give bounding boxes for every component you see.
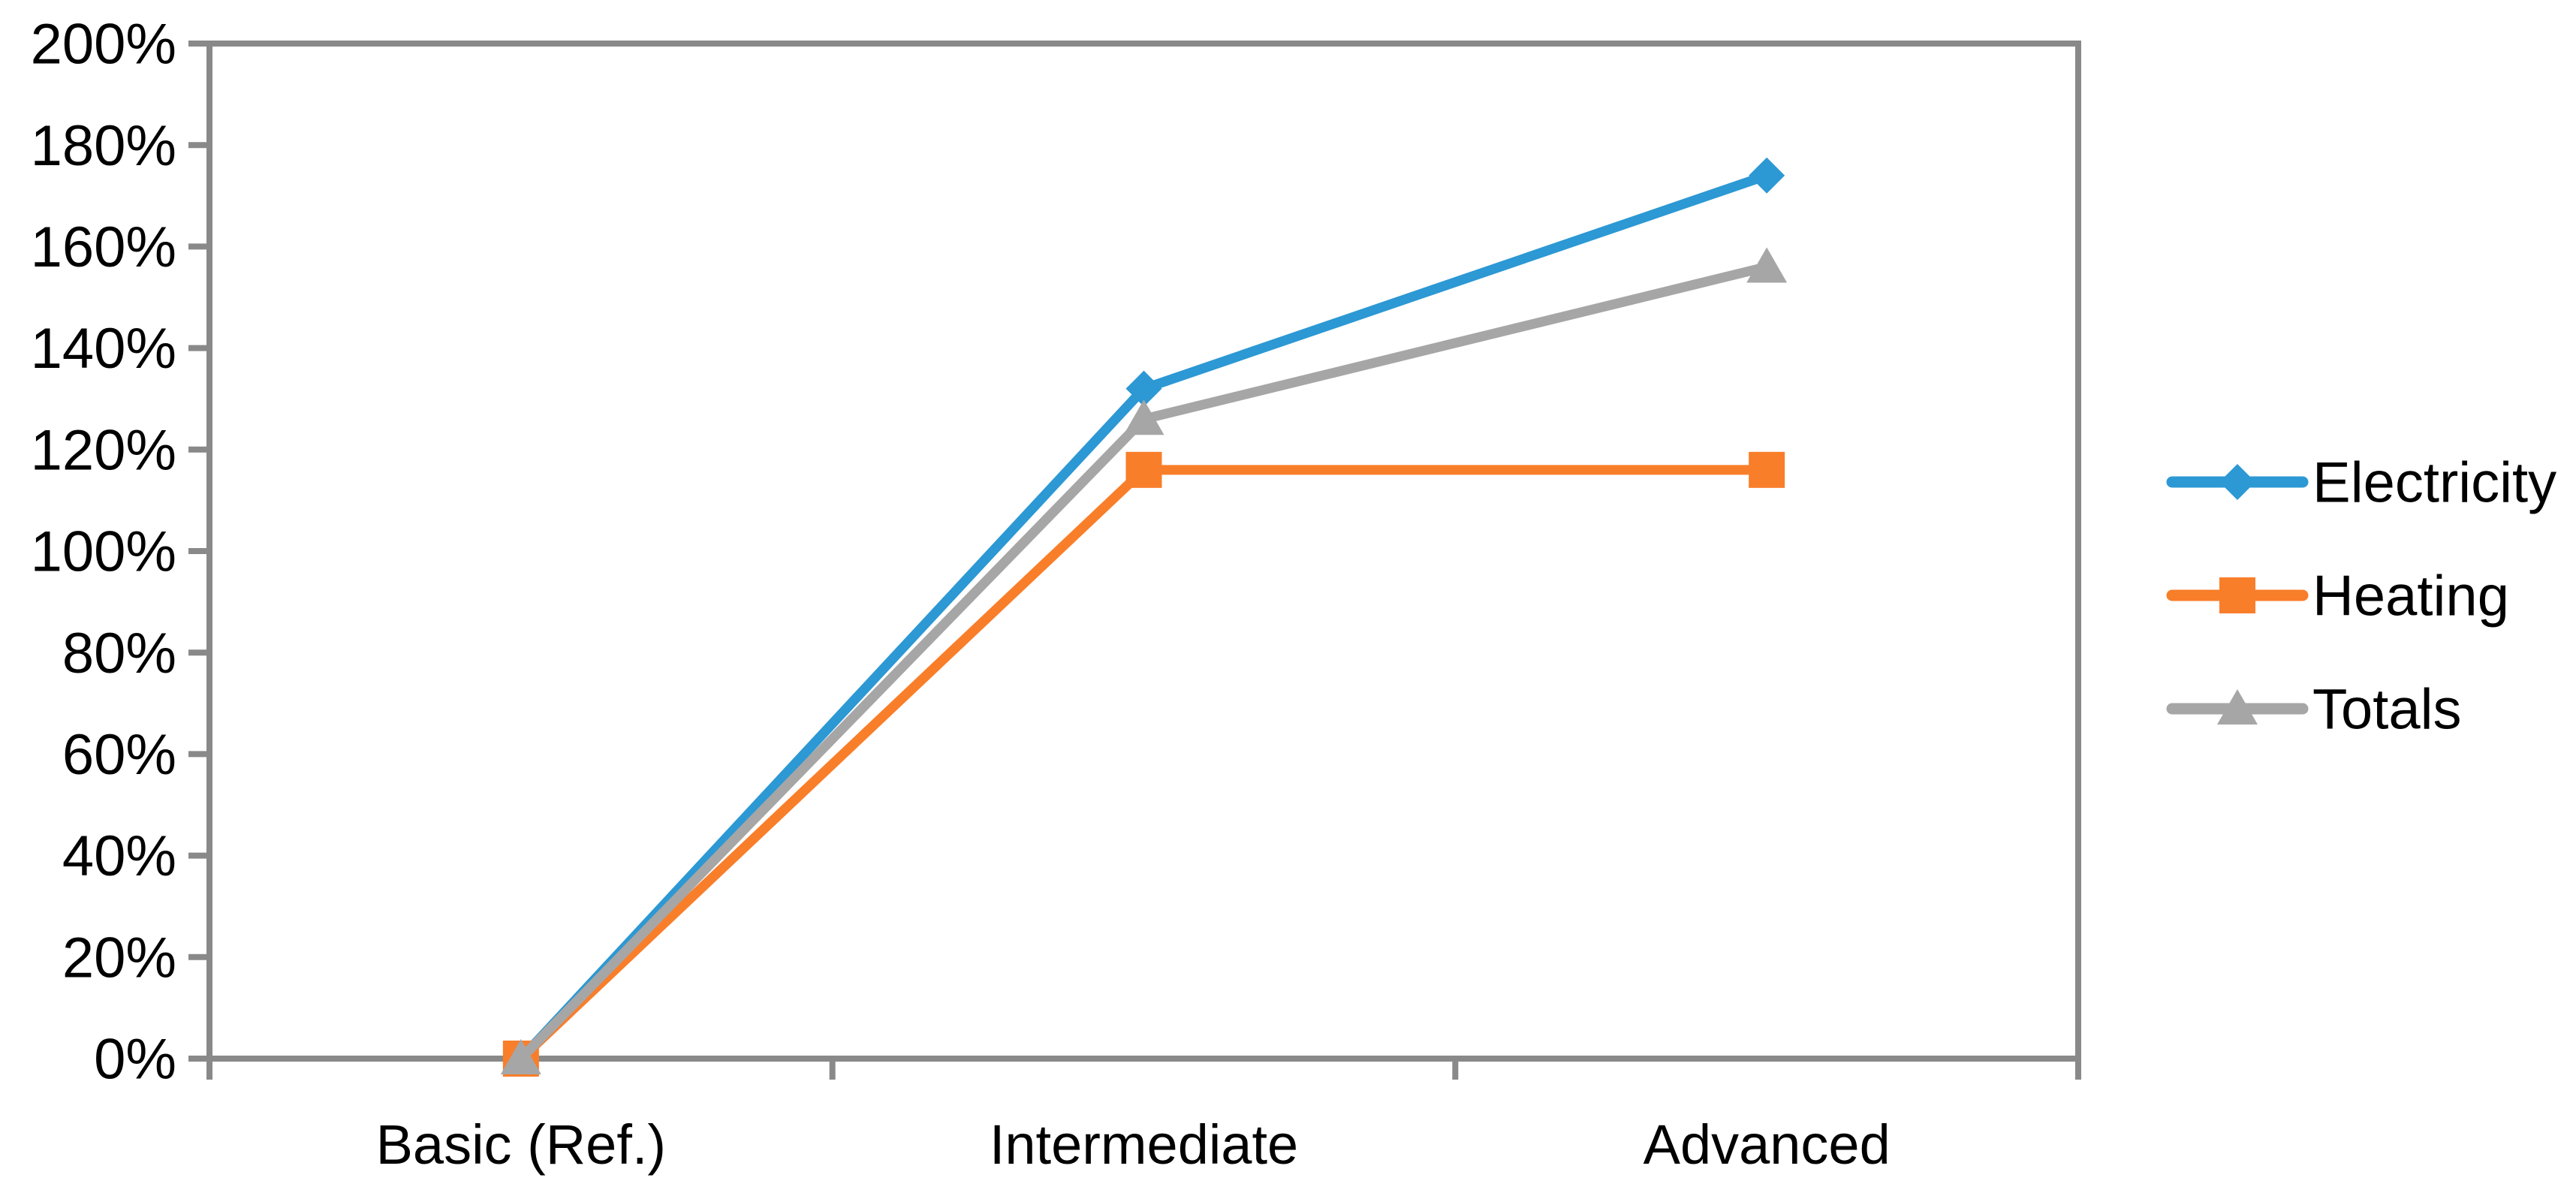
series-marker-heating	[1125, 451, 1162, 488]
x-axis-category-label: Intermediate	[990, 1113, 1298, 1176]
series-marker-totals	[1746, 247, 1788, 283]
plot-frame	[206, 41, 2081, 1062]
y-axis-tick-label: 160%	[31, 215, 176, 279]
y-axis-tick-label: 20%	[62, 926, 176, 990]
series-marker-totals	[1123, 399, 1164, 435]
y-axis-tick-label: 40%	[62, 824, 176, 888]
series-marker-electricity	[1749, 157, 1785, 194]
y-axis-tick-label: 100%	[31, 520, 176, 584]
x-axis-category-label: Basic (Ref.)	[376, 1113, 667, 1176]
y-axis-tick-label: 180%	[31, 114, 176, 178]
y-axis-tick-label: 80%	[62, 622, 176, 685]
y-axis-tick-label: 200%	[31, 13, 176, 77]
y-axis-tick-label: 0%	[94, 1028, 176, 1092]
y-axis-tick-label: 140%	[31, 317, 176, 381]
series-line-heating	[516, 465, 1772, 1064]
legend-item-heating: Heating	[2166, 565, 2509, 628]
legend-label: Heating	[2312, 565, 2509, 628]
y-axis-tick-label: 120%	[31, 418, 176, 482]
legend-swatch-marker	[2219, 464, 2255, 500]
legend-label: Electricity	[2312, 451, 2556, 515]
legend-item-totals: Totals	[2166, 678, 2462, 742]
series-marker-totals	[500, 1039, 541, 1074]
x-axis-category-label: Advanced	[1644, 1113, 1891, 1176]
legend-swatch-marker	[2217, 689, 2258, 725]
series-marker-heating	[1749, 451, 1785, 488]
axes-group: 0% 20% 40% 60% 80% 100% 120% 140% 160% 180% 200% Ba…	[31, 13, 2081, 1176]
legend-item-electricity: Electricity	[2166, 451, 2556, 515]
series-totals	[500, 247, 1788, 1074]
y-axis-tick-label: 60%	[62, 723, 176, 787]
legend-label: Totals	[2312, 678, 2462, 742]
series-electricity	[502, 157, 1785, 1077]
legend-swatch-marker	[2219, 577, 2255, 613]
series-heating	[502, 451, 1785, 1077]
legend: Electricity Heating Totals	[2166, 451, 2556, 742]
series-marker-electricity	[1125, 370, 1162, 407]
